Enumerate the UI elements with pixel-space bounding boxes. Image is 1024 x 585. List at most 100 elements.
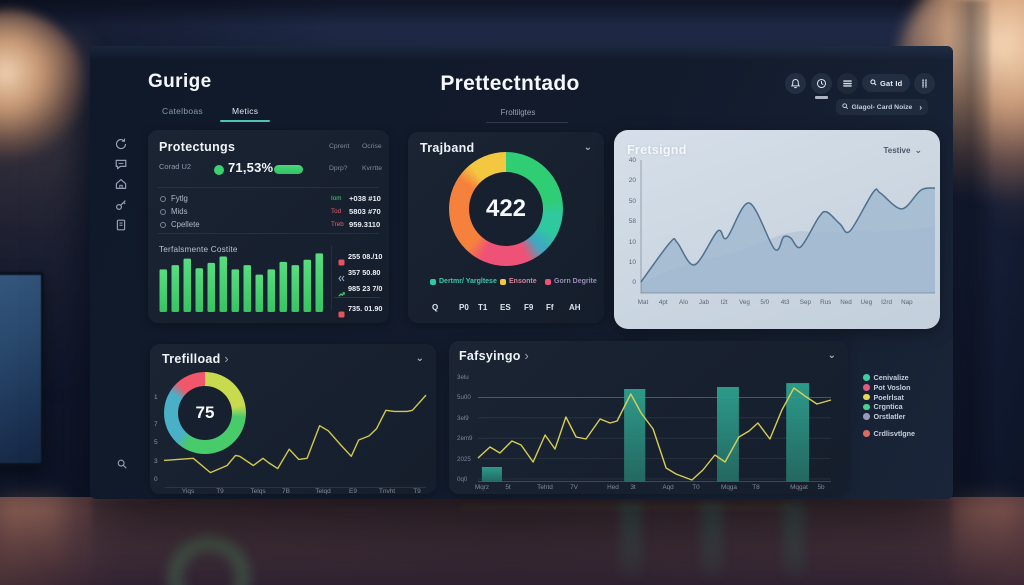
y-tick-label: 3elu: [457, 374, 469, 381]
chat-icon[interactable]: [114, 157, 128, 171]
x-tick-label: 5t: [505, 484, 511, 491]
item-tag: Tod: [331, 208, 342, 215]
range-button-f9[interactable]: F9: [524, 303, 534, 312]
document-icon[interactable]: [114, 218, 128, 232]
legend-swatch-icon: [545, 278, 551, 285]
menu-icon: [842, 78, 853, 89]
y-tick-label: 40: [628, 157, 636, 164]
item-tag: Treb: [331, 221, 344, 228]
panel-title: Trajband: [420, 141, 475, 155]
x-tick-label: Hed: [607, 484, 619, 491]
chevron-down-icon[interactable]: ⌄: [415, 353, 424, 364]
menu-button[interactable]: [837, 73, 858, 94]
chevron-right-icon: ›: [919, 102, 922, 112]
panel-title: Fretsignd: [627, 143, 687, 157]
history-button[interactable]: [811, 73, 832, 94]
range-button-ff[interactable]: Ff: [546, 303, 554, 312]
sliders-button[interactable]: [914, 73, 935, 94]
donut-total: 75: [195, 403, 215, 422]
trefilload-donut-chart: 75: [164, 372, 246, 454]
dashboard-window: Gurige Catelboas Metics Prettectntado Fr…: [90, 46, 953, 499]
bar-reflection: [701, 502, 723, 576]
red-box-icon: [338, 305, 345, 318]
x-tick-label: Rus: [820, 299, 832, 306]
x-tick-label: 7B: [282, 488, 290, 495]
x-tick-label: Mqgat: [790, 484, 808, 491]
x-tick-label: Mqrz: [474, 484, 490, 491]
legend-item: Gorn Degrite: [545, 278, 597, 285]
x-tick-label: Yiqs: [181, 488, 195, 495]
red-box-icon: [338, 253, 345, 266]
x-tick-label: Telqd: [315, 488, 331, 495]
item-label: Mids: [171, 207, 188, 216]
chevron-down-icon: ⌄: [914, 145, 922, 155]
x-tick-label: Mqga: [721, 484, 737, 491]
legend-label: Dertmr/ Yargltese: [439, 278, 497, 285]
column-header: Cprent: [329, 143, 350, 150]
divider: [158, 233, 379, 234]
page-title: Prettectntado: [440, 72, 580, 95]
legend-label: Orstlatler: [873, 412, 906, 422]
search-icon[interactable]: [116, 458, 128, 470]
tab-metics[interactable]: Metics: [232, 106, 259, 116]
tab-catelboas[interactable]: Catelboas: [162, 106, 203, 116]
metric-label: Corad U2: [159, 162, 192, 171]
chevron-right-icon: ›: [524, 349, 529, 363]
search-id-button[interactable]: Gat Id: [862, 74, 911, 92]
scope-label: Glagol- Card Noize: [851, 103, 913, 111]
legend-dot-icon: [863, 384, 870, 391]
item-tag: Iom: [331, 195, 342, 202]
x-tick-label: 3t: [630, 484, 636, 491]
legend-label: Gorn Degrite: [554, 278, 597, 285]
chevron-right-icon: ›: [224, 352, 229, 366]
circle-icon: [160, 221, 166, 228]
range-button-ah[interactable]: AH: [569, 303, 581, 312]
scope-selector[interactable]: Glagol- Card Noize ›: [836, 99, 928, 115]
chevron-down-icon[interactable]: ⌄: [583, 142, 592, 153]
circle-icon: [160, 208, 166, 215]
y-tick-label: 7: [154, 421, 158, 428]
range-label: Testive: [883, 146, 911, 155]
stat-value: 735. 01.90: [348, 304, 383, 313]
range-button-es[interactable]: ES: [500, 303, 511, 312]
chart-label: Terfalsmente Costite: [159, 245, 238, 254]
x-tick-label: T8: [752, 484, 760, 491]
notifications-button[interactable]: [785, 73, 806, 94]
range-button-t1[interactable]: T1: [478, 303, 488, 312]
key-icon[interactable]: [114, 198, 128, 212]
circle-icon: [160, 195, 166, 202]
range-button-q[interactable]: Q: [432, 303, 439, 312]
item-value: 959.3110: [349, 220, 381, 229]
x-tick-label: T9: [413, 488, 421, 495]
x-tick-label: T0: [692, 484, 700, 491]
range-button-p0[interactable]: P0: [459, 303, 469, 312]
y-tick-label: 3el9: [457, 414, 469, 422]
y-tick-label: 58: [628, 218, 636, 226]
legend-dot-icon: [863, 430, 870, 437]
legend-swatch-icon: [430, 278, 436, 285]
chevron-down-icon[interactable]: ⌄: [827, 350, 836, 361]
column-header: Dprp?: [329, 165, 348, 172]
y-tick-label: 50: [628, 197, 636, 205]
legend-label: Poelrlsat: [873, 392, 904, 402]
panel-title: Fafsyingo ›: [459, 349, 529, 363]
range-dropdown[interactable]: Testive ⌄: [883, 145, 922, 156]
status-dot: [214, 165, 224, 175]
legend-swatch-icon: [500, 278, 506, 285]
refresh-icon[interactable]: [114, 137, 128, 151]
progress-pill: [274, 165, 303, 174]
home-icon[interactable]: [114, 177, 128, 191]
legend-label: Pot Voslon: [873, 382, 911, 392]
ceiling-shadow: [0, 0, 1024, 26]
y-tick-label: 0: [632, 279, 636, 287]
legend-item: Poelrlsat: [863, 393, 904, 402]
tab-froltilgtes[interactable]: Froltilgtes: [500, 108, 536, 117]
x-tick-label: 4t3: [780, 299, 790, 306]
x-tick-label: Jab: [698, 299, 709, 306]
y-tick-label: 1: [154, 394, 158, 401]
y-tick-label: 20: [628, 177, 636, 185]
y-tick-label: 10: [628, 259, 636, 266]
trajband-donut-chart: 422: [449, 152, 563, 266]
x-tick-label: 4pt: [658, 299, 668, 306]
clock-icon: [816, 78, 827, 89]
